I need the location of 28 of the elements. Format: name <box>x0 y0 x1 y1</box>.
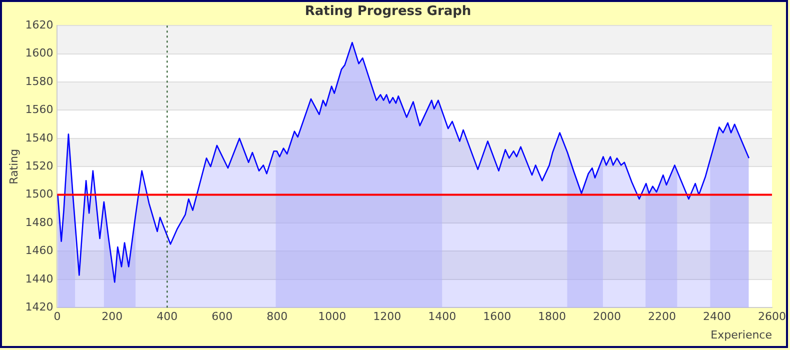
x-tick-label: 1400 <box>428 310 456 324</box>
y-tick-label: 1460 <box>25 244 54 258</box>
x-tick-label: 2200 <box>648 310 676 324</box>
x-tick-label: 600 <box>212 310 233 324</box>
x-tick-label: 2000 <box>593 310 622 324</box>
x-tick-label: 1200 <box>373 310 402 324</box>
x-tick-label: 1600 <box>483 310 512 324</box>
y-tick-label: 1480 <box>25 216 54 229</box>
y-tick-label: 1540 <box>25 131 54 144</box>
x-tick-label: 800 <box>266 310 288 324</box>
y-tick-label: 1520 <box>25 159 54 172</box>
chart-title: Rating Progress Graph <box>304 4 472 20</box>
x-tick-label: 2600 <box>758 310 786 324</box>
y-tick-label: 1500 <box>25 188 54 201</box>
y-tick-label: 1620 <box>25 18 54 32</box>
x-tick-label: 1800 <box>538 310 566 324</box>
y-tick-label: 1560 <box>25 103 54 116</box>
y-tick-label: 1440 <box>25 272 54 286</box>
y-tick-label: 1580 <box>25 74 54 88</box>
x-axis-title: Experience <box>710 328 772 342</box>
x-tick-label: 2400 <box>703 310 732 324</box>
x-tick-label: 400 <box>156 310 178 324</box>
y-axis-title: Rating <box>7 148 20 184</box>
x-tick-label: 0 <box>54 310 61 324</box>
y-tick-label: 1420 <box>25 300 54 314</box>
x-tick-label: 200 <box>102 310 123 324</box>
y-tick-label: 1600 <box>25 46 54 60</box>
x-tick-label: 1000 <box>318 310 346 324</box>
